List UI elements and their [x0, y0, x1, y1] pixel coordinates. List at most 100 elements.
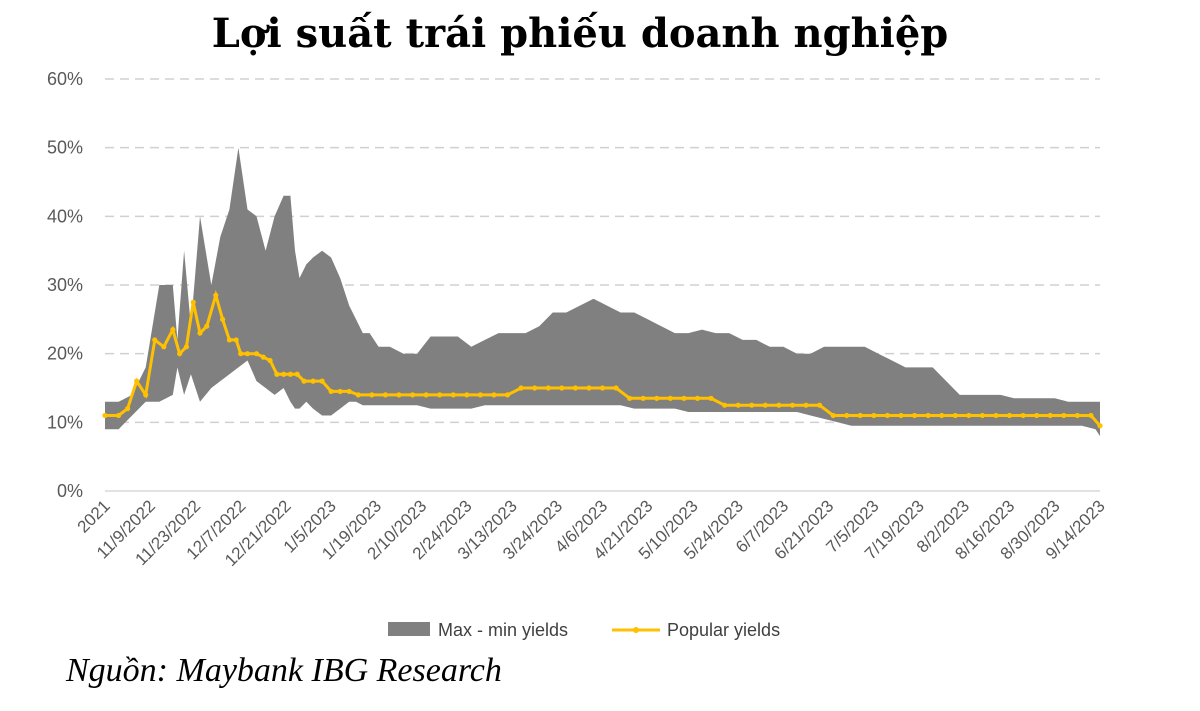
popular-yield-point	[776, 402, 782, 408]
popular-yield-point	[1034, 412, 1040, 419]
popular-yield-point	[134, 378, 140, 384]
popular-yield-point	[545, 385, 551, 391]
x-tick-label: 2021	[74, 496, 114, 536]
y-tick-label: 10%	[47, 412, 83, 432]
legend-swatch-band	[388, 622, 430, 636]
popular-yield-point	[871, 412, 877, 419]
popular-yield-point	[346, 388, 352, 395]
popular-yield-point	[789, 402, 796, 408]
popular-yield-point	[190, 299, 196, 305]
legend-label-line: Popular yields	[667, 620, 780, 640]
popular-yield-point	[152, 337, 158, 343]
popular-yield-point	[627, 395, 633, 401]
popular-yield-point	[125, 406, 131, 412]
popular-yield-point	[204, 323, 210, 329]
popular-yield-point	[667, 395, 673, 401]
popular-yield-point	[281, 371, 287, 377]
popular-yield-point	[681, 395, 687, 401]
y-tick-label: 30%	[47, 275, 83, 295]
popular-yield-point	[382, 392, 389, 398]
popular-yield-point	[640, 395, 646, 401]
popular-yield-point	[337, 388, 343, 395]
popular-yield-point	[294, 371, 300, 377]
popular-yield-point	[310, 378, 316, 384]
popular-yield-point	[491, 392, 497, 398]
legend-swatch-marker	[633, 627, 639, 633]
popular-yield-point	[396, 392, 402, 398]
popular-yield-point	[1020, 412, 1026, 419]
popular-yield-point	[437, 392, 443, 398]
popular-yield-point	[504, 392, 511, 398]
popular-yield-point	[423, 392, 429, 398]
popular-yield-point	[464, 392, 470, 398]
popular-yield-point	[233, 337, 239, 343]
y-tick-label: 40%	[47, 206, 83, 226]
popular-yield-point	[599, 385, 606, 391]
popular-yield-point	[301, 378, 307, 384]
popular-yield-point	[477, 392, 483, 398]
popular-yield-point	[613, 385, 619, 391]
popular-yield-point	[803, 402, 809, 408]
popular-yield-point	[1047, 412, 1053, 419]
popular-yield-point	[939, 412, 945, 419]
x-axis-ticks: 202111/9/202211/23/202212/7/202212/21/20…	[74, 496, 1109, 570]
popular-yield-point	[238, 351, 244, 357]
popular-yield-point	[183, 344, 190, 350]
popular-yield-point	[572, 385, 578, 391]
popular-yield-point	[816, 402, 823, 408]
popular-yield-point	[450, 392, 456, 398]
popular-yield-point	[177, 351, 183, 357]
popular-yield-point	[749, 402, 755, 408]
popular-yield-point	[722, 402, 728, 408]
popular-yield-point	[409, 392, 416, 398]
y-tick-label: 60%	[47, 69, 83, 89]
popular-yield-point	[559, 385, 565, 391]
popular-yield-point	[1074, 412, 1080, 419]
popular-yield-point	[532, 385, 538, 391]
y-axis-ticks: 0% 10% 20% 30% 40% 50% 60%	[47, 69, 83, 501]
popular-yield-point	[586, 385, 592, 391]
max-min-area	[105, 147, 1100, 437]
popular-yield-point	[735, 402, 741, 408]
popular-yield-point	[161, 344, 167, 350]
y-tick-label: 20%	[47, 344, 83, 364]
popular-yield-point	[170, 327, 176, 333]
popular-yield-point	[1097, 423, 1103, 429]
popular-yield-point	[708, 395, 714, 401]
popular-yield-point	[102, 412, 108, 419]
popular-yields-line	[102, 289, 1103, 429]
popular-yield-point	[911, 412, 918, 419]
y-tick-label: 0%	[57, 481, 83, 501]
popular-yield-point	[260, 354, 266, 360]
popular-yield-point	[654, 395, 660, 401]
popular-yield-point	[355, 392, 361, 398]
popular-yield-point	[369, 392, 375, 398]
popular-yield-point	[213, 292, 219, 298]
legend: Max - min yields Popular yields	[388, 620, 780, 640]
legend-label-band: Max - min yields	[438, 620, 568, 640]
max-min-band	[105, 147, 1100, 437]
popular-yield-point	[925, 412, 931, 419]
popular-yield-point	[274, 371, 280, 377]
chart-title: Lợi suất trái phiếu doanh nghiệp	[211, 10, 949, 57]
popular-yield-point	[197, 330, 203, 336]
source-note: Nguồn: Maybank IBG Research	[66, 652, 502, 689]
popular-yield-point	[1061, 412, 1067, 419]
popular-yield-point	[253, 351, 260, 357]
popular-yield-point	[884, 412, 891, 419]
popular-yield-point	[267, 357, 273, 364]
popular-yield-point	[844, 412, 850, 419]
popular-yield-point	[898, 412, 904, 419]
popular-yield-point	[1088, 412, 1094, 419]
popular-yield-point	[328, 388, 334, 395]
y-tick-label: 50%	[47, 138, 83, 158]
popular-yield-point	[952, 412, 958, 419]
popular-yield-point	[830, 412, 836, 419]
popular-yield-point	[857, 412, 863, 419]
popular-yield-point	[244, 351, 251, 357]
popular-yield-point	[966, 412, 972, 419]
popular-yield-point	[143, 392, 149, 398]
popular-yield-point	[518, 385, 524, 391]
popular-yield-point	[115, 412, 122, 419]
